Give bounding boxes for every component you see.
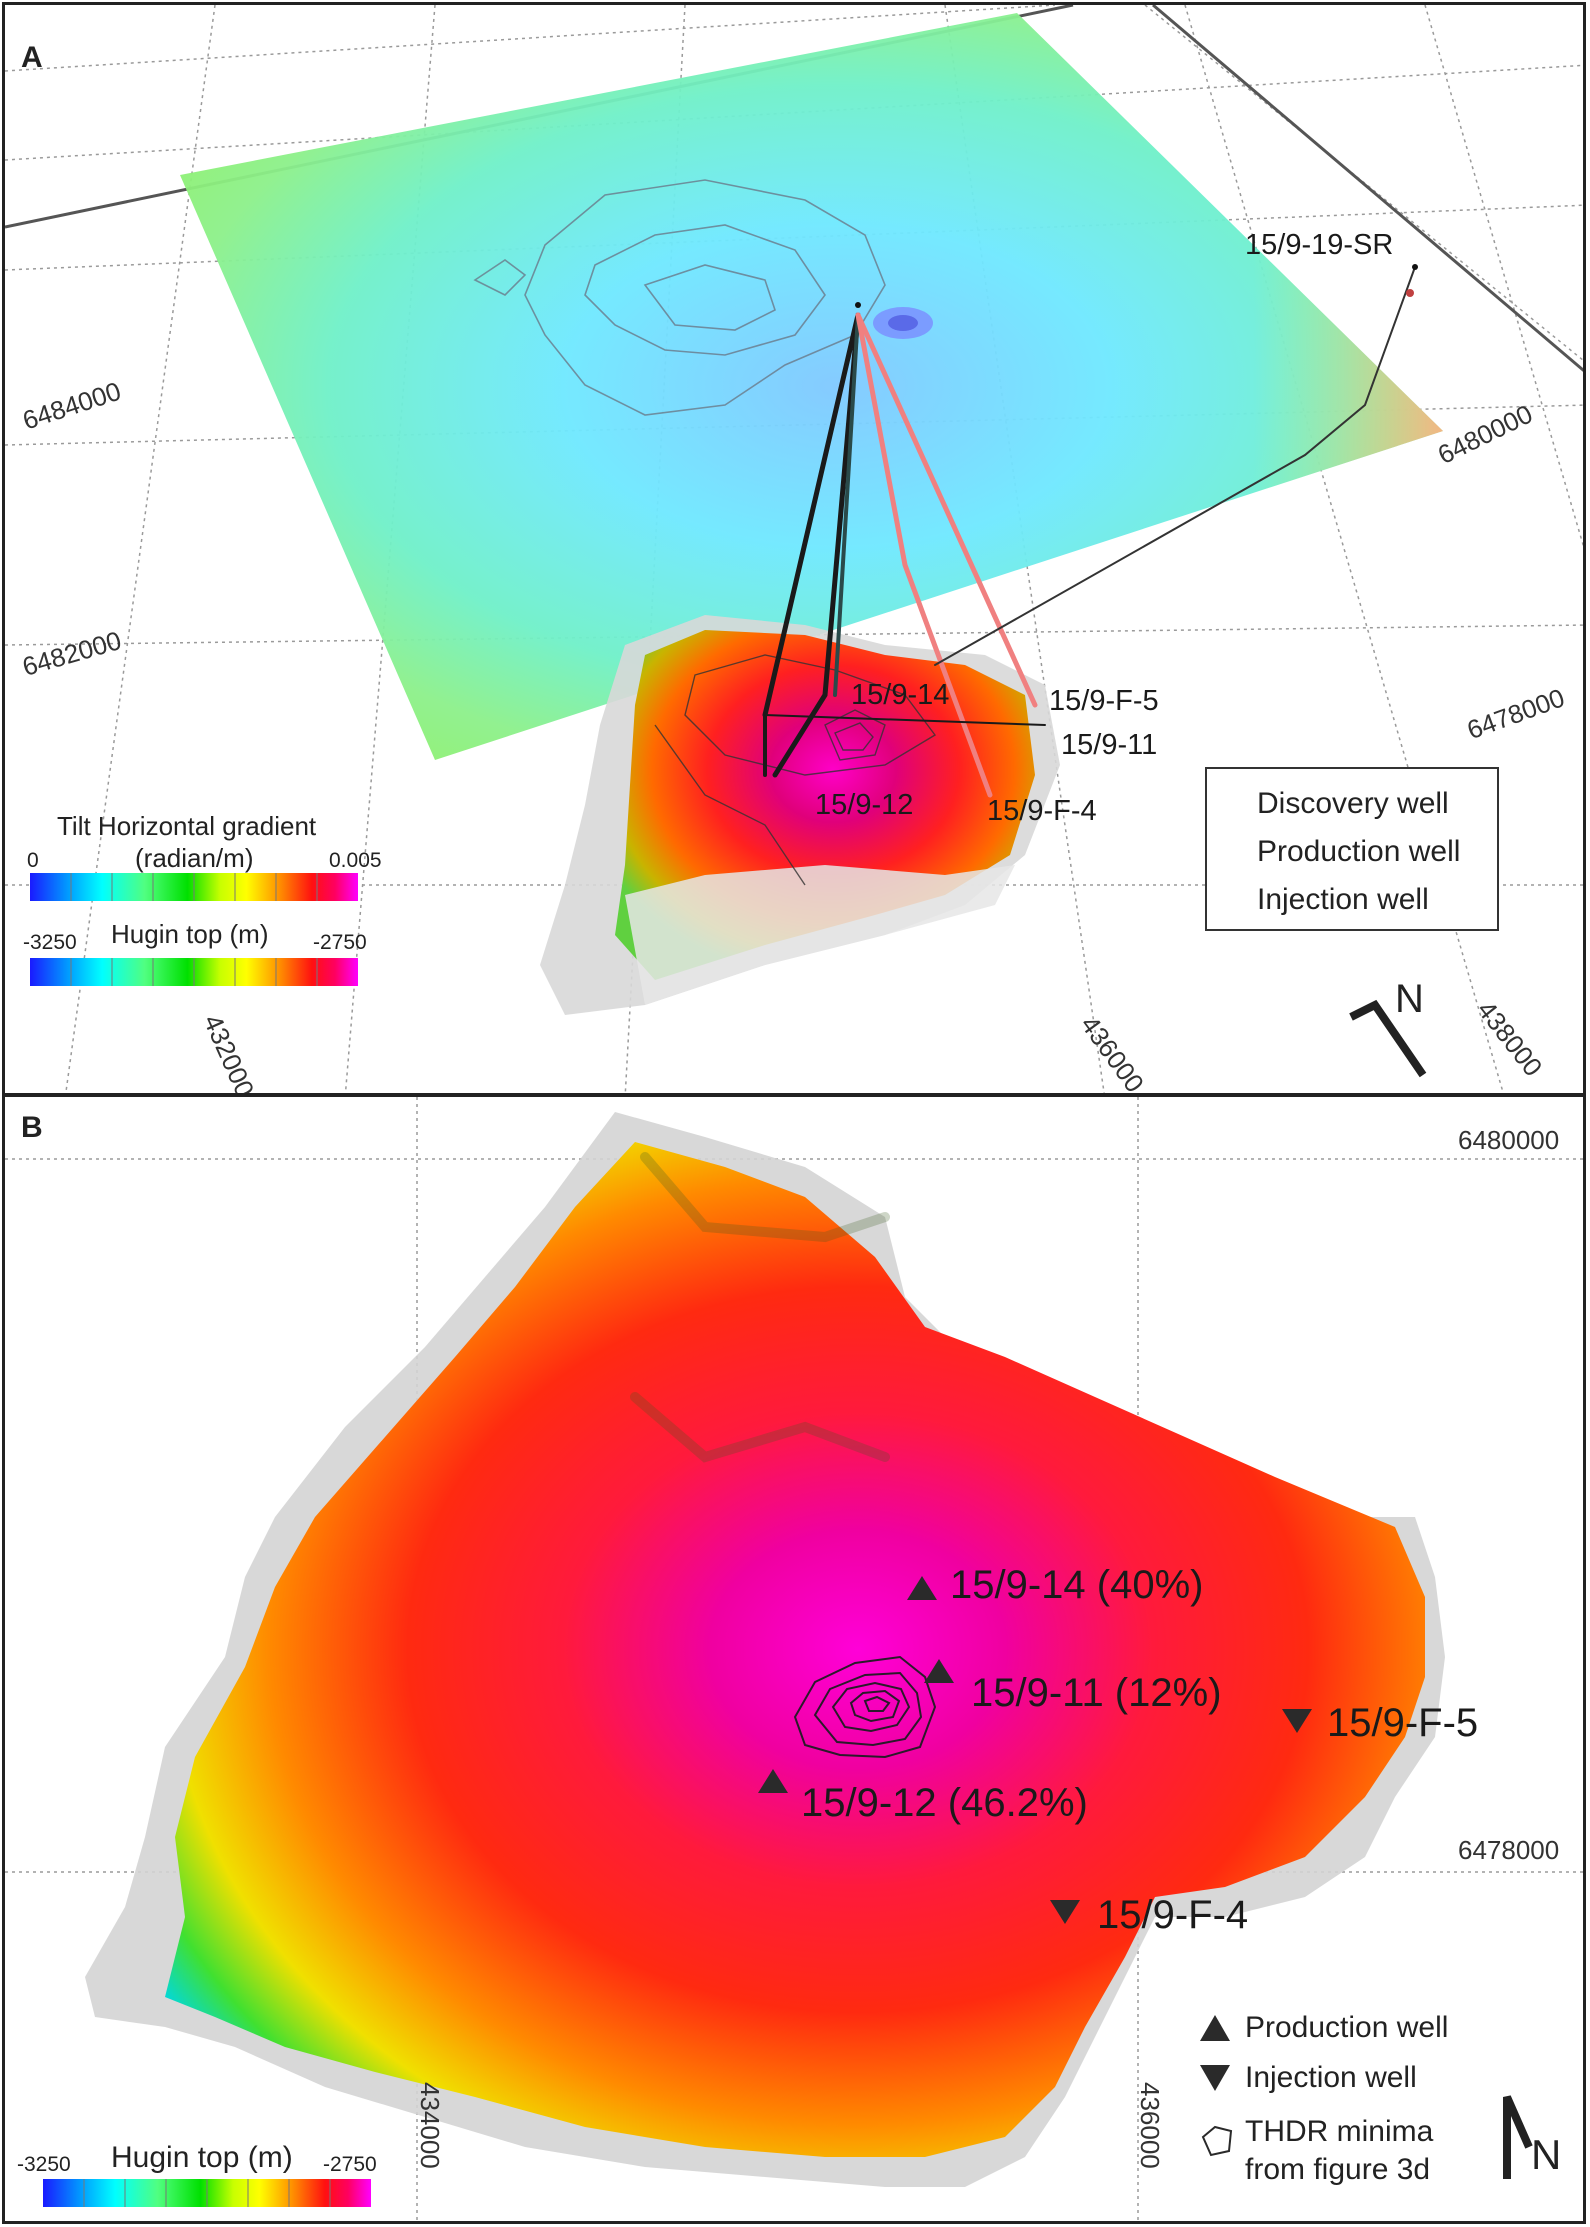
- panel-b: B 6480000 6478000 434000 436000 15/9-14 …: [2, 1094, 1586, 2224]
- well-label-15-9-f-4-b: 15/9-F-4: [1097, 1893, 1249, 1937]
- production-well-marker-15-9-12: [758, 1769, 788, 1793]
- production-well-path: [833, 313, 860, 697]
- well-label-15-9-11-b: 15/9-11 (12%): [971, 1671, 1222, 1715]
- panel-b-letter: B: [21, 1111, 43, 1144]
- north-label-b: N: [1531, 2131, 1562, 2178]
- tilt-colorbar-max: 0.005: [329, 849, 382, 872]
- hugin-contours: [654, 654, 937, 886]
- well-legend-a: [1205, 767, 1499, 931]
- discovery-well-path: [934, 266, 1416, 666]
- panel-b-map-view: [5, 1097, 1583, 2221]
- legend-discovery-well: Discovery well: [1257, 787, 1449, 820]
- well-label-15-9-14: 15/9-14: [851, 679, 950, 711]
- legend-symbols-b: [1200, 2015, 1233, 2157]
- panel-a-3d-view: [5, 5, 1583, 1093]
- north-arrow-a-icon: [1349, 999, 1427, 1078]
- hugin-colorbar-min-b: -3250: [17, 2153, 71, 2176]
- well-label-15-9-12-b: 15/9-12 (46.2%): [801, 1781, 1088, 1825]
- hugin-colorbar: [30, 958, 358, 986]
- legend-thdr-minima: THDR minima: [1245, 2115, 1434, 2148]
- tilt-contours: [473, 179, 886, 416]
- well-label-15-9-12: 15/9-12: [815, 789, 914, 821]
- injection-well-path: [855, 312, 993, 798]
- injection-well-marker-15-9-f-5: [1282, 1709, 1312, 1733]
- hugin-colorbar-title-b: Hugin top (m): [111, 2141, 293, 2174]
- grid-label-434000: 434000: [415, 2082, 445, 2169]
- grid-label-6478000-b: 6478000: [1458, 1835, 1560, 1865]
- legend-production-well-a: Production well: [1257, 835, 1461, 868]
- tilt-colorbar-min: 0: [27, 849, 39, 872]
- production-well-marker-15-9-11: [924, 1659, 954, 1683]
- tilt-minimum-marker: [873, 307, 933, 339]
- well-label-15-9-11: 15/9-11: [1061, 729, 1158, 761]
- well-label-15-9-f-5: 15/9-F-5: [1049, 685, 1159, 717]
- well-label-15-9-f-5-b: 15/9-F-5: [1327, 1701, 1479, 1745]
- well-paths: [762, 266, 1416, 798]
- thdr-contours: [793, 1655, 937, 1759]
- production-well-path: [772, 312, 861, 778]
- grid-label-6480000-b: 6480000: [1458, 1125, 1560, 1155]
- legend-thdr-source: from figure 3d: [1245, 2153, 1431, 2186]
- hugin-colorbar-title-a: Hugin top (m): [111, 919, 269, 949]
- hugin-colorbar-b: [43, 2179, 371, 2207]
- north-label-a: N: [1395, 977, 1424, 1021]
- production-well-path: [762, 312, 861, 718]
- panel-a-letter: A: [21, 41, 43, 74]
- hugin-colorbar-max-a: -2750: [313, 931, 367, 954]
- legend-injection-well-b: Injection well: [1245, 2061, 1417, 2094]
- panel-a: A 6484000 6482000 432000 436000 438000 6…: [2, 2, 1586, 1096]
- grid-label-436000-b: 436000: [1135, 2082, 1165, 2169]
- legend-production-well-b: Production well: [1245, 2011, 1449, 2044]
- hugin-colorbar-min-a: -3250: [23, 931, 77, 954]
- well-label-15-9-f-4: 15/9-F-4: [987, 795, 1097, 827]
- injection-well-marker-15-9-f-4: [1050, 1900, 1080, 1924]
- production-well-marker-15-9-14: [907, 1576, 937, 1600]
- tilt-colorbar-title: Tilt Horizontal gradient: [57, 811, 317, 841]
- hugin-surface-b: [165, 1142, 1425, 2157]
- injection-well-path: [855, 312, 1038, 708]
- well-markers: [758, 1576, 1312, 1924]
- legend-injection-well-a: Injection well: [1257, 883, 1429, 916]
- tilt-colorbar-unit: (radian/m): [135, 843, 254, 873]
- well-label-15-9-19-sr: 15/9-19-SR: [1245, 229, 1394, 261]
- north-arrow-b-icon: [1503, 2095, 1533, 2179]
- tilt-colorbar: [30, 873, 358, 901]
- well-label-15-9-14-b: 15/9-14 (40%): [950, 1563, 1204, 1607]
- hugin-colorbar-max-b: -2750: [323, 2153, 377, 2176]
